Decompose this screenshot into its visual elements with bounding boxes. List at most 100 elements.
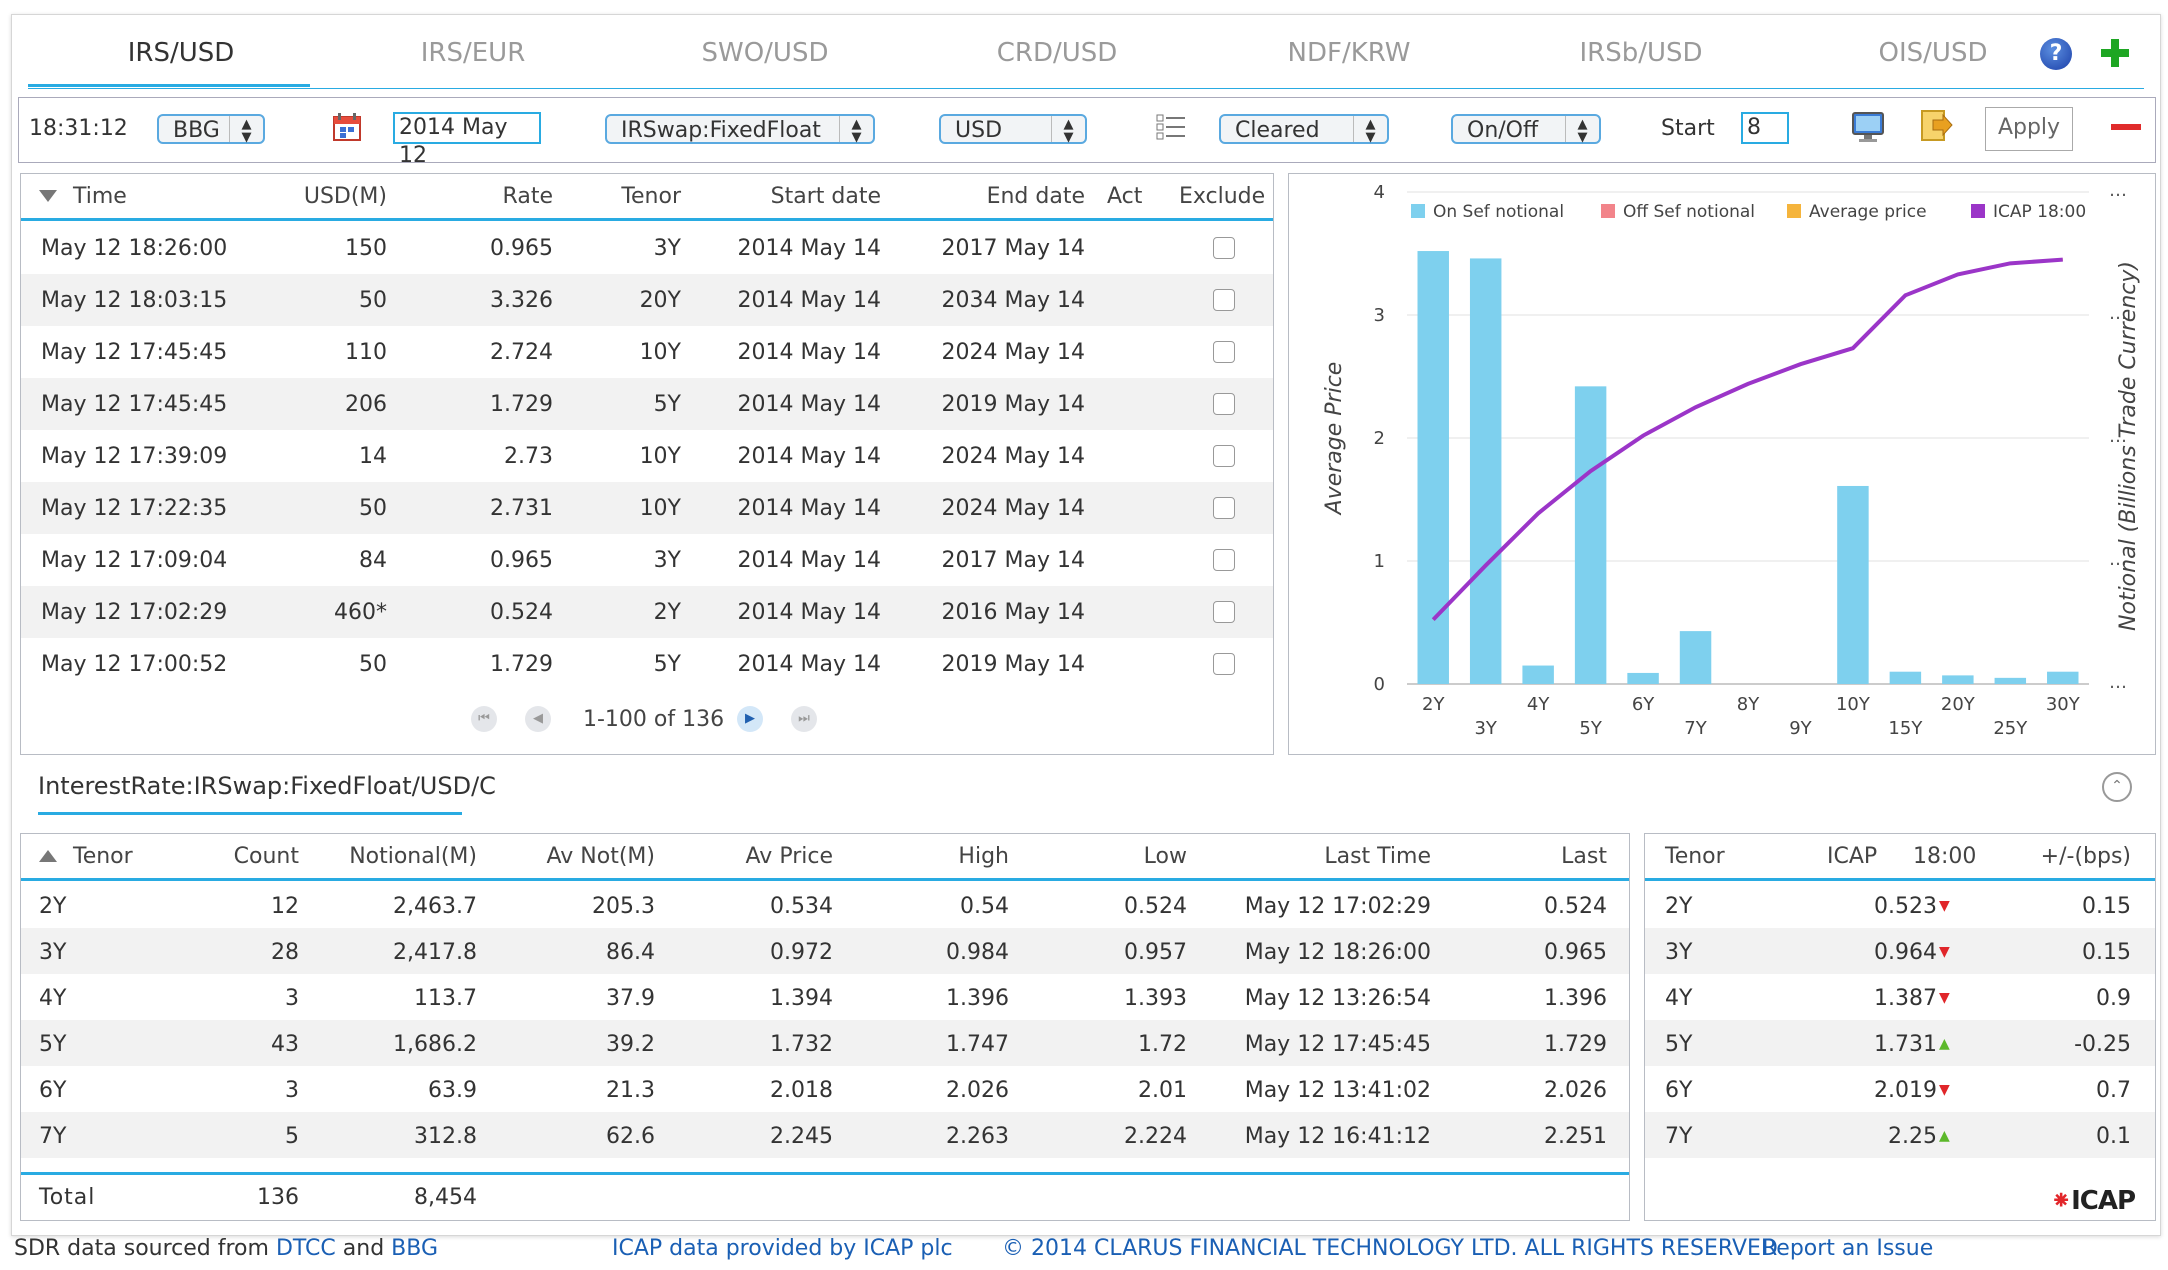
col-act[interactable]: Act — [1107, 184, 1143, 209]
trade-row[interactable]: May 12 17:09:04 84 0.965 3Y 2014 May 14 2017 … — [21, 534, 1273, 586]
notional-chart: 0 … 1 … 2 … 3 … 4 … 2Y 3Y 4Y 5Y 6Y 7Y 8Y 9Y 10Y 15Y 20Y 25Y 30… — [1322, 180, 2141, 739]
trade-row[interactable]: May 12 17:39:09 14 2.73 10Y 2014 May 14 2024 … — [21, 430, 1273, 482]
trade-row[interactable]: May 12 18:03:15 50 3.326 20Y 2014 May 14 2034… — [21, 274, 1273, 326]
footer-sdr: SDR data sourced from DTCC and BBG — [14, 1236, 438, 1261]
exclude-checkbox[interactable] — [1213, 445, 1235, 467]
tab-crd-usd[interactable]: CRD/USD — [996, 38, 1118, 68]
tab-swo-usd[interactable]: SWO/USD — [701, 38, 829, 68]
cell-av-not: 62.6 — [606, 1124, 655, 1149]
cell-rate: 0.524 — [490, 600, 553, 625]
apply-button[interactable]: Apply — [1985, 107, 2073, 151]
tab-ois-usd[interactable]: OIS/USD — [1878, 38, 1988, 68]
cell-time: May 12 17:02:29 — [41, 600, 228, 625]
tenor-summary-table: Tenor Count Notional(M) Av Not(M) Av Pri… — [20, 833, 1630, 1221]
next-page-icon[interactable]: ▶ — [737, 706, 763, 732]
x-tick-label: 25Y — [1993, 718, 2028, 739]
tab-irs-eur[interactable]: IRS/EUR — [420, 38, 526, 68]
summary-row[interactable]: 4Y 3 113.7 37.9 1.394 1.396 1.393 May 12 13:26:… — [21, 974, 1629, 1020]
cell-tenor: 10Y — [639, 444, 681, 469]
col-icap[interactable]: ICAP — [1827, 844, 1878, 869]
sef-select[interactable]: On/Off ▲ ▼ — [1451, 114, 1601, 144]
report-issue-link[interactable]: Report an Issue — [1762, 1236, 1934, 1261]
col-av-not[interactable]: Av Not(M) — [546, 844, 655, 869]
col-av-price[interactable]: Av Price — [745, 844, 833, 869]
chevron-updown-icon: ▲ ▼ — [1353, 116, 1387, 144]
col-last[interactable]: Last — [1561, 844, 1607, 869]
cell-end: 2024 May 14 — [941, 444, 1085, 469]
col-usd[interactable]: USD(M) — [303, 184, 387, 209]
summary-row[interactable]: 5Y 43 1,686.2 39.2 1.732 1.747 1.72 May 12 17:4… — [21, 1020, 1629, 1066]
sdr-text: SDR data sourced from — [14, 1236, 269, 1261]
tab-irs-usd[interactable]: IRS/USD — [127, 38, 235, 68]
col-notional[interactable]: Notional(M) — [349, 844, 477, 869]
col-tenor[interactable]: Tenor — [73, 844, 133, 869]
cell-tenor: 3Y — [653, 548, 681, 573]
exclude-checkbox[interactable] — [1213, 497, 1235, 519]
trade-row[interactable]: May 12 17:02:29 460* 0.524 2Y 2014 May 14 201… — [21, 586, 1273, 638]
exclude-checkbox[interactable] — [1213, 393, 1235, 415]
cell-time: May 12 17:45:45 — [41, 392, 228, 417]
tab-ndf-krw[interactable]: NDF/KRW — [1287, 38, 1411, 68]
trade-row[interactable]: May 12 18:26:00 150 0.965 3Y 2014 May 14 2017… — [21, 222, 1273, 274]
dtcc-link[interactable]: DTCC — [275, 1236, 336, 1261]
col-start-date[interactable]: Start date — [770, 184, 881, 209]
summary-total-row: Total 136 8,454 — [21, 1172, 1629, 1223]
last-page-icon[interactable]: ⏭ — [791, 706, 817, 732]
calendar-icon[interactable] — [332, 112, 362, 142]
monitor-icon[interactable] — [1851, 110, 1885, 144]
bbg-link[interactable]: BBG — [391, 1236, 439, 1261]
icap-row: 4Y 1.387 ▼ 0.9 — [1645, 974, 2155, 1020]
summary-row[interactable]: 7Y 5 312.8 62.6 2.245 2.263 2.224 May 12 16:41:… — [21, 1112, 1629, 1158]
sort-desc-icon[interactable] — [39, 190, 57, 202]
trade-row[interactable]: May 12 17:00:52 50 1.729 5Y 2014 May 14 2019 … — [21, 638, 1273, 690]
cell-count: 5 — [285, 1124, 299, 1149]
cell-start: 2014 May 14 — [737, 548, 881, 573]
currency-select[interactable]: USD ▲ ▼ — [939, 114, 1087, 144]
source-select[interactable]: BBG ▲ ▼ — [157, 114, 265, 144]
col-count[interactable]: Count — [233, 844, 299, 869]
sort-asc-icon[interactable] — [39, 850, 57, 862]
summary-row[interactable]: 3Y 28 2,417.8 86.4 0.972 0.984 0.957 May 12 18:… — [21, 928, 1629, 974]
checklist-icon[interactable] — [1155, 112, 1187, 142]
cell-notional: 1,686.2 — [393, 1032, 477, 1057]
icap-credit-link[interactable]: ICAP data provided by ICAP plc — [612, 1236, 953, 1261]
first-page-icon[interactable]: ⏮ — [471, 706, 497, 732]
start-input[interactable]: 8 — [1741, 112, 1789, 144]
cell-av-price: 2.018 — [770, 1078, 833, 1103]
col-bps[interactable]: +/-(bps) — [2040, 844, 2131, 869]
col-low[interactable]: Low — [1143, 844, 1187, 869]
col-tenor[interactable]: Tenor — [621, 184, 681, 209]
clearing-select[interactable]: Cleared ▲ ▼ — [1219, 114, 1389, 144]
col-exclude[interactable]: Exclude — [1179, 184, 1266, 209]
add-tab-icon[interactable] — [2098, 36, 2132, 70]
summary-row[interactable]: 6Y 3 63.9 21.3 2.018 2.026 2.01 May 12 13:41:02… — [21, 1066, 1629, 1112]
trade-row[interactable]: May 12 17:22:35 50 2.731 10Y 2014 May 14 2024… — [21, 482, 1273, 534]
exclude-checkbox[interactable] — [1213, 549, 1235, 571]
product-select[interactable]: IRSwap:FixedFloat ▲ ▼ — [605, 114, 875, 144]
col-high[interactable]: High — [958, 844, 1009, 869]
date-input[interactable]: 2014 May 12 — [393, 112, 541, 168]
exclude-checkbox[interactable] — [1213, 341, 1235, 363]
cell-usd: 50 — [359, 496, 387, 521]
trade-row[interactable]: May 12 17:45:45 206 1.729 5Y 2014 May 14 2019… — [21, 378, 1273, 430]
col-time[interactable]: Time — [73, 184, 127, 209]
exclude-checkbox[interactable] — [1213, 601, 1235, 623]
exclude-checkbox[interactable] — [1213, 653, 1235, 675]
remove-icon[interactable] — [2111, 124, 2141, 130]
col-last-time[interactable]: Last Time — [1324, 844, 1431, 869]
col-rate[interactable]: Rate — [502, 184, 553, 209]
help-icon[interactable]: ? — [2040, 38, 2072, 70]
exclude-checkbox[interactable] — [1213, 289, 1235, 311]
prev-page-icon[interactable]: ◀ — [525, 706, 551, 732]
notional-bar — [1522, 665, 1554, 684]
col-icap-time[interactable]: 18:00 — [1913, 844, 1977, 869]
collapse-icon[interactable]: ⌃ — [2102, 772, 2132, 802]
col-end-date[interactable]: End date — [986, 184, 1085, 209]
summary-row[interactable]: 2Y 12 2,463.7 205.3 0.534 0.54 0.524 May 12 17:… — [21, 882, 1629, 928]
notional-bar — [1627, 672, 1659, 684]
tab-irsb-usd[interactable]: IRSb/USD — [1579, 38, 1703, 68]
exclude-checkbox[interactable] — [1213, 237, 1235, 259]
trade-row[interactable]: May 12 17:45:45 110 2.724 10Y 2014 May 14 202… — [21, 326, 1273, 378]
export-icon[interactable] — [1919, 108, 1953, 144]
col-tenor[interactable]: Tenor — [1665, 844, 1725, 869]
